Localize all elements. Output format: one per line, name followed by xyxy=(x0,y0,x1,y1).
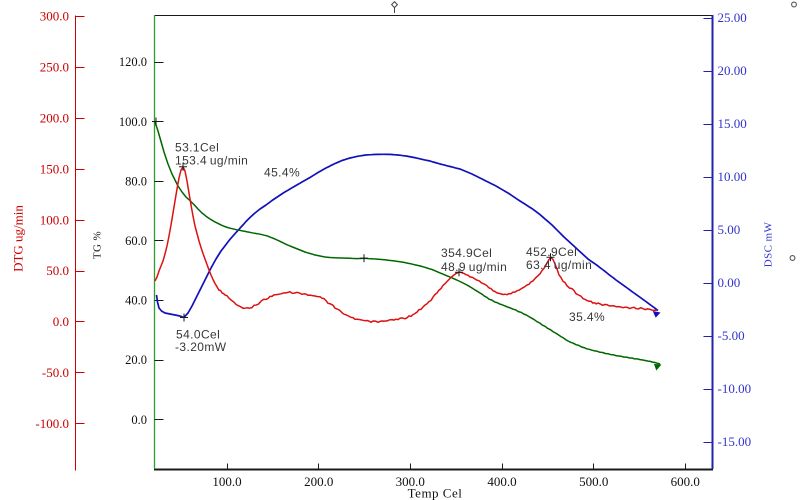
svg-text:53.1Cel: 53.1Cel xyxy=(175,141,219,155)
svg-text:600.0: 600.0 xyxy=(671,474,700,489)
svg-text:100.0: 100.0 xyxy=(212,474,241,489)
svg-text:20.0: 20.0 xyxy=(125,353,147,367)
svg-text:200.0: 200.0 xyxy=(40,111,69,126)
svg-text:150.0: 150.0 xyxy=(40,161,69,176)
svg-text:-15.00: -15.00 xyxy=(718,434,752,449)
svg-text:20.00: 20.00 xyxy=(718,63,747,78)
svg-text:48.9 ug/min: 48.9 ug/min xyxy=(441,260,507,274)
svg-text:452.9Cel: 452.9Cel xyxy=(526,245,577,259)
svg-text:300.0: 300.0 xyxy=(396,474,425,489)
svg-text:500.0: 500.0 xyxy=(579,474,608,489)
svg-text:5.00: 5.00 xyxy=(718,222,741,237)
svg-text:300.0: 300.0 xyxy=(40,9,69,24)
svg-text:63.4 ug/min: 63.4 ug/min xyxy=(526,258,592,272)
svg-text:-10.00: -10.00 xyxy=(718,381,752,396)
svg-text:15.00: 15.00 xyxy=(718,116,747,131)
svg-text:80.0: 80.0 xyxy=(125,174,147,188)
svg-text:200.0: 200.0 xyxy=(304,474,333,489)
svg-text:50.0: 50.0 xyxy=(46,263,69,278)
svg-text:TG %: TG % xyxy=(92,231,104,259)
svg-text:-3.20mW: -3.20mW xyxy=(175,340,227,354)
svg-text:0.0: 0.0 xyxy=(53,314,69,329)
svg-text:250.0: 250.0 xyxy=(40,60,69,75)
svg-text:60.0: 60.0 xyxy=(125,234,147,248)
svg-text:100.0: 100.0 xyxy=(119,115,147,129)
svg-text:DSC mW: DSC mW xyxy=(763,222,775,268)
svg-text:400.0: 400.0 xyxy=(487,474,516,489)
svg-text:0.0: 0.0 xyxy=(131,413,147,427)
svg-text:54.0Cel: 54.0Cel xyxy=(176,328,220,342)
svg-text:0.00: 0.00 xyxy=(718,275,741,290)
svg-text:35.4%: 35.4% xyxy=(569,310,605,324)
svg-text:153.4 ug/min: 153.4 ug/min xyxy=(175,154,248,168)
svg-text:Temp Cel: Temp Cel xyxy=(408,485,463,500)
svg-text:45.4%: 45.4% xyxy=(264,166,300,180)
svg-text:-50.0: -50.0 xyxy=(42,365,69,380)
svg-text:10.00: 10.00 xyxy=(718,169,747,184)
svg-text:40.0: 40.0 xyxy=(125,294,147,308)
svg-text:120.0: 120.0 xyxy=(119,55,147,69)
svg-text:25.00: 25.00 xyxy=(718,10,747,25)
svg-text:100.0: 100.0 xyxy=(40,212,69,227)
svg-text:-100.0: -100.0 xyxy=(35,416,69,431)
svg-text:DTG ug/min: DTG ug/min xyxy=(11,205,26,272)
svg-text:-5.00: -5.00 xyxy=(718,328,745,343)
svg-text:354.9Cel: 354.9Cel xyxy=(441,246,492,260)
